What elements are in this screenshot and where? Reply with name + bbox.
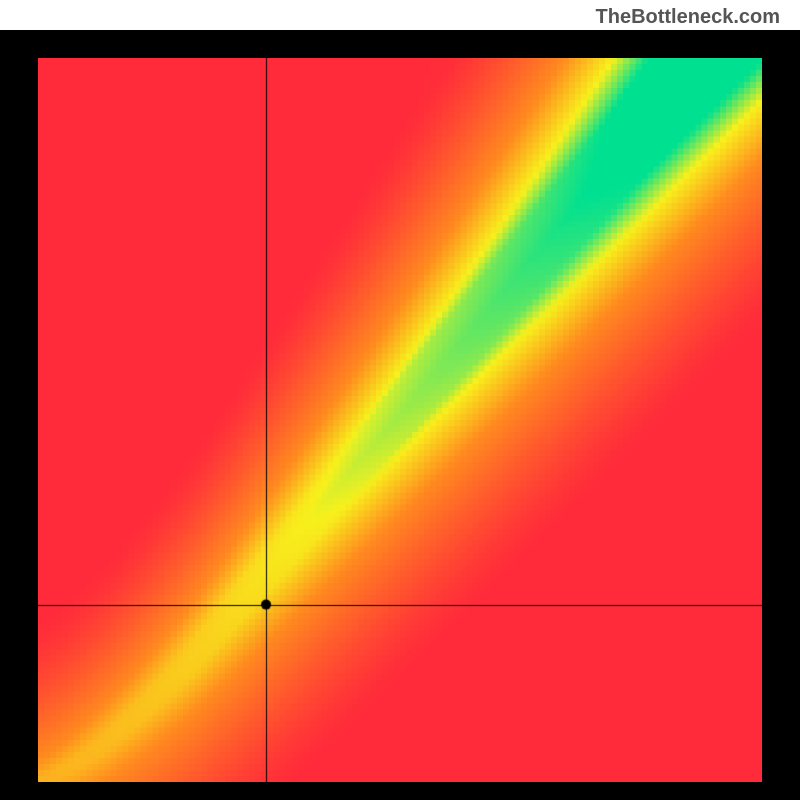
crosshair-overlay-canvas	[38, 58, 762, 782]
root-container: TheBottleneck.com	[0, 0, 800, 800]
watermark-text: TheBottleneck.com	[596, 6, 780, 29]
